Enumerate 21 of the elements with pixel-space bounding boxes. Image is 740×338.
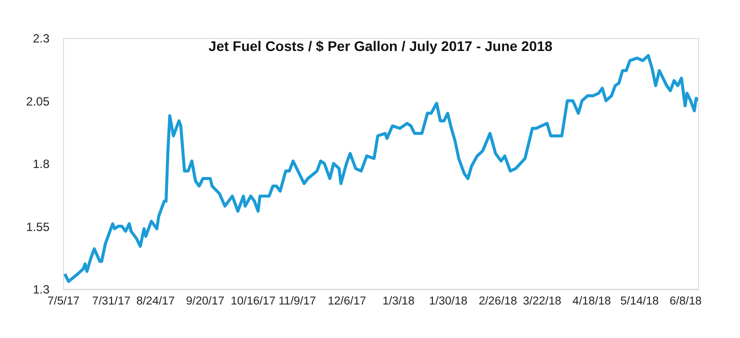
y-tick-label: 1.55	[26, 220, 50, 234]
y-tick-label: 1.8	[32, 157, 50, 171]
y-tick-label: 2.05	[26, 94, 50, 108]
x-tick-label: 1/3/18	[382, 296, 414, 308]
x-tick-label: 11/9/17	[278, 296, 316, 308]
x-tick-label: 9/20/17	[186, 296, 224, 308]
line-series	[63, 54, 698, 283]
chart-title: Jet Fuel Costs / $ Per Gallon / July 2017 - June 2018	[208, 38, 553, 54]
x-tick-label: 10/16/17	[230, 296, 276, 308]
x-tick-label: 7/5/17	[48, 296, 80, 308]
x-tick-label: 7/31/17	[92, 296, 131, 308]
x-tick-label: 8/24/17	[136, 296, 175, 308]
x-tick-label: 4/18/18	[572, 296, 611, 308]
x-tick-label: 1/30/18	[428, 296, 468, 308]
x-tick-label: 12/6/17	[328, 296, 366, 308]
x-tick-label: 6/8/18	[670, 296, 702, 308]
x-tick-label: 3/22/18	[522, 296, 562, 308]
y-tick-label: 2.3	[32, 32, 50, 46]
x-tick-label: 2/26/18	[478, 296, 518, 308]
y-tick-label: 1.3	[32, 282, 50, 296]
x-tick-label: 5/14/18	[620, 296, 659, 308]
